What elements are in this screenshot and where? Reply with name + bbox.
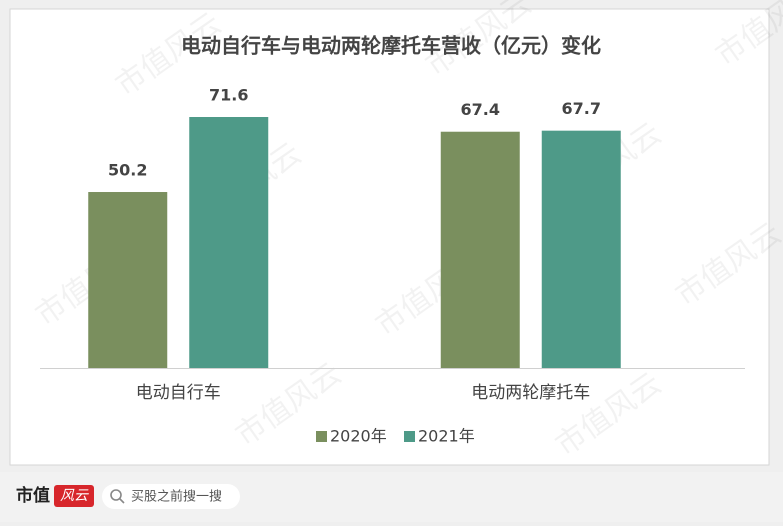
legend-swatch <box>316 431 327 442</box>
legend-swatch <box>404 431 415 442</box>
bar <box>541 130 621 368</box>
search-placeholder: 买股之前搜一搜 <box>131 489 222 505</box>
legend-label: 2021年 <box>418 427 475 446</box>
search-icon <box>110 489 122 501</box>
search-box[interactable] <box>102 484 240 509</box>
legend: 2020年 2021年 <box>316 427 475 446</box>
plot: 电动自行车 50.2 71.6 电动两轮摩托车 67.4 67.7 <box>88 86 621 403</box>
bar <box>440 131 520 368</box>
logo-badge-text: 风云 <box>60 488 89 504</box>
logo-badge <box>54 485 94 507</box>
bar <box>189 117 269 368</box>
data-label: 50.2 <box>108 161 147 180</box>
chart-title: 电动自行车与电动两轮摩托车营收（亿元）变化 <box>181 34 601 58</box>
data-label: 67.4 <box>461 100 500 119</box>
x-tick-label: 电动自行车 <box>136 383 221 403</box>
bar <box>88 192 168 368</box>
footer-logo: 市值 <box>16 485 50 506</box>
data-label: 67.7 <box>562 99 601 118</box>
data-label: 71.6 <box>209 86 248 105</box>
legend-label: 2020年 <box>330 427 387 446</box>
search-icon-handle <box>119 498 125 504</box>
x-tick-label: 电动两轮摩托车 <box>471 383 590 403</box>
